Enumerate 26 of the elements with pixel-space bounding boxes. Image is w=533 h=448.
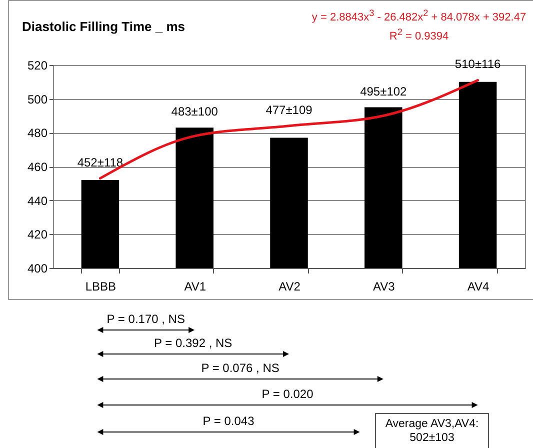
x-tick-label: AV2 (278, 280, 301, 294)
text: R$^{2}$ = 0.9394 (389, 27, 449, 43)
data-label: 510±116 (454, 57, 501, 72)
data-label: 483±100 (171, 104, 218, 119)
data-label: 452±118 (77, 155, 124, 170)
y-tick-label: 440 (27, 194, 48, 208)
text: y = 2.8843x$^{3}$ - 26.482x$^{2}$ + 84.078x + 392.47 (312, 8, 526, 24)
y-tick-label: 460 (27, 160, 48, 174)
y-tick-label: 480 (27, 126, 48, 140)
x-tick-label: AV3 (373, 280, 396, 294)
y-tick-label: 520 (27, 58, 48, 72)
text: P = 0.392 , NS (154, 336, 232, 350)
data-label: 477±109 (266, 102, 313, 117)
x-tick-label: AV4 (467, 280, 490, 294)
chart-title: Diastolic Filling Time _ ms (22, 19, 186, 34)
text: P = 0.043 (202, 414, 254, 428)
text: P = 0.020 (262, 387, 314, 401)
y-tick-label: 400 (27, 262, 48, 276)
y-tick-label: 500 (27, 92, 48, 106)
y-tick-label: 420 (27, 228, 48, 242)
x-tick-label: LBBB (85, 280, 116, 294)
text: P = 0.076 , NS (201, 361, 280, 375)
text: P = 0.170 , NS (106, 312, 185, 326)
x-tick-label: AV1 (184, 280, 206, 294)
text: Average AV3,AV4: 502±103 (375, 413, 489, 448)
data-label: 495±102 (360, 84, 408, 98)
